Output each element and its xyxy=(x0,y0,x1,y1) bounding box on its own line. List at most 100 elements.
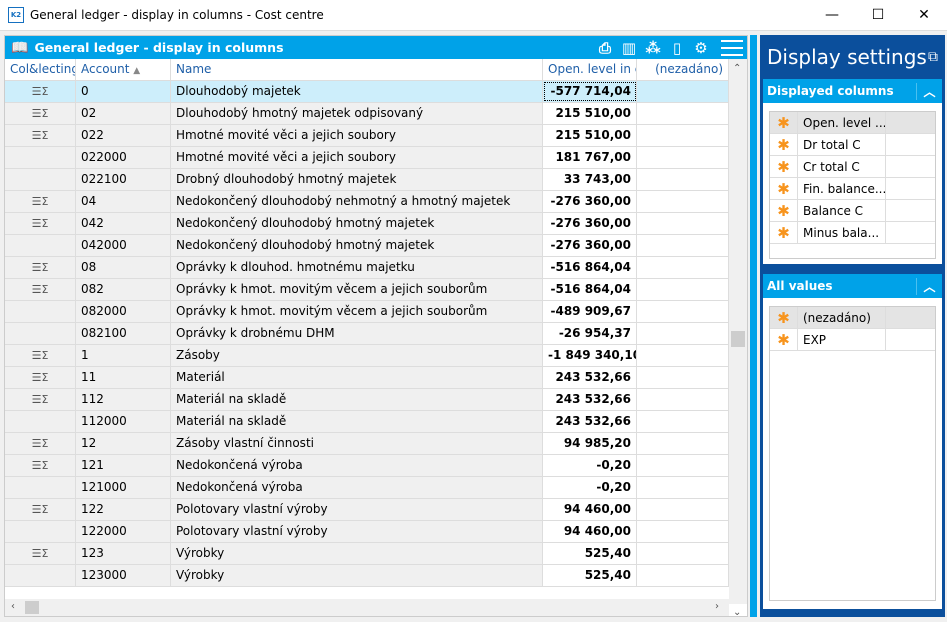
table-row[interactable]: ☰Σ 042 Nedokončený dlouhodobý hmotný maj… xyxy=(5,213,729,235)
group-sum-icon: ☰Σ xyxy=(31,85,49,98)
nezadano-cell xyxy=(637,169,729,190)
account-cell: 0 xyxy=(76,81,171,102)
col-nezadano[interactable]: (nezadáno) xyxy=(637,59,729,80)
scroll-thumb[interactable] xyxy=(731,331,745,347)
nezadano-cell xyxy=(637,257,729,278)
nezadano-cell xyxy=(637,565,729,586)
name-cell: Nedokončený dlouhodobý hmotný majetek xyxy=(171,235,543,256)
sort-asc-icon: ▲ xyxy=(133,66,141,76)
print-icon[interactable]: ⎙ xyxy=(598,38,611,57)
nezadano-cell xyxy=(637,433,729,454)
maximize-button[interactable]: ☐ xyxy=(871,7,885,23)
scroll-left-icon[interactable]: ‹ xyxy=(11,601,15,612)
minimize-button[interactable]: — xyxy=(825,7,839,23)
open-level-cell: -0,20 xyxy=(543,455,637,476)
table-row[interactable]: ☰Σ 12 Zásoby vlastní činnosti 94 985,20 xyxy=(5,433,729,455)
group-sum-icon: ☰Σ xyxy=(31,129,49,142)
scroll-down-icon[interactable]: ⌄ xyxy=(733,607,742,618)
account-cell: 042 xyxy=(76,213,171,234)
list-item[interactable]: ✱ EXP xyxy=(770,329,935,351)
close-button[interactable]: ✕ xyxy=(918,7,930,23)
open-level-cell: 33 743,00 xyxy=(543,169,637,190)
account-cell: 042000 xyxy=(76,235,171,256)
vertical-scrollbar[interactable]: ⌃ ⌄ xyxy=(729,59,747,618)
table-row[interactable]: ☰Σ 1 Zásoby -1 849 340,10 xyxy=(5,345,729,367)
all-values-list: ✱ (nezadáno) ✱ EXP xyxy=(769,306,936,601)
account-cell: 11 xyxy=(76,367,171,388)
name-cell: Nedokončená výroba xyxy=(171,477,543,498)
hscroll-thumb[interactable] xyxy=(25,601,39,614)
table-row[interactable]: 042000 Nedokončený dlouhodobý hmotný maj… xyxy=(5,235,729,257)
col-collecting[interactable]: Col&lecting xyxy=(5,59,76,80)
popout-icon[interactable]: ⧉ xyxy=(928,49,938,65)
collapse-icon[interactable]: ︿ xyxy=(916,277,942,295)
collecting-cell: ☰Σ xyxy=(5,257,76,278)
account-cell: 02 xyxy=(76,103,171,124)
table-row[interactable]: 082100 Oprávky k drobnému DHM -26 954,37 xyxy=(5,323,729,345)
panel-splitter[interactable] xyxy=(750,35,757,617)
table-row[interactable]: ☰Σ 022 Hmotné movité věci a jejich soubo… xyxy=(5,125,729,147)
account-cell: 08 xyxy=(76,257,171,278)
chart-icon[interactable]: ▥ xyxy=(621,38,637,57)
list-item[interactable]: ✱ Fin. balance... xyxy=(770,178,935,200)
name-cell: Materiál na skladě xyxy=(171,389,543,410)
book-icon: 📖 xyxy=(11,39,29,56)
table-row[interactable]: ☰Σ 08 Oprávky k dlouhod. hmotnému majetk… xyxy=(5,257,729,279)
table-row[interactable]: 122000 Polotovary vlastní výroby 94 460,… xyxy=(5,521,729,543)
table-row[interactable]: ☰Σ 02 Dlouhodobý hmotný majetek odpisova… xyxy=(5,103,729,125)
nezadano-cell xyxy=(637,235,729,256)
table-row[interactable]: 112000 Materiál na skladě 243 532,66 xyxy=(5,411,729,433)
asterisk-icon: ✱ xyxy=(770,178,798,199)
open-level-cell: 94 985,20 xyxy=(543,433,637,454)
nezadano-cell xyxy=(637,543,729,564)
horizontal-scrollbar[interactable]: ‹ › xyxy=(5,599,729,616)
menu-icon[interactable] xyxy=(721,39,743,56)
table-row[interactable]: ☰Σ 121 Nedokončená výroba -0,20 xyxy=(5,455,729,477)
list-item[interactable]: ✱ Balance C xyxy=(770,200,935,222)
table-row[interactable]: ☰Σ 0 Dlouhodobý majetek -577 714,04 xyxy=(5,81,729,103)
table-row[interactable]: ☰Σ 04 Nedokončený dlouhodobý nehmotný a … xyxy=(5,191,729,213)
ledger-table: Col&lecting Account ▲ Name Open. level i… xyxy=(5,59,729,587)
open-level-cell: -0,20 xyxy=(543,477,637,498)
open-level-cell: 215 510,00 xyxy=(543,125,637,146)
table-row[interactable]: 022100 Drobný dlouhodobý hmotný majetek … xyxy=(5,169,729,191)
list-item[interactable]: ✱ Cr total C xyxy=(770,156,935,178)
open-level-cell: -516 864,04 xyxy=(543,257,637,278)
table-row[interactable]: 123000 Výrobky 525,40 xyxy=(5,565,729,587)
nezadano-cell xyxy=(637,323,729,344)
panel-title: General ledger - display in columns xyxy=(34,40,284,55)
list-item[interactable]: ✱ Dr total C xyxy=(770,134,935,156)
settings-title: Display settings xyxy=(767,45,927,69)
table-row[interactable]: 082000 Oprávky k hmot. movitým věcem a j… xyxy=(5,301,729,323)
scroll-up-icon[interactable]: ⌃ xyxy=(733,63,742,74)
group-icon[interactable]: ⁂ xyxy=(645,38,661,57)
open-level-cell: -276 360,00 xyxy=(543,191,637,212)
col-name[interactable]: Name xyxy=(171,59,543,80)
asterisk-icon: ✱ xyxy=(770,134,798,155)
group-sum-icon: ☰Σ xyxy=(31,547,49,560)
group-sum-icon: ☰Σ xyxy=(31,437,49,450)
list-item[interactable]: ✱ Minus bala... xyxy=(770,222,935,244)
settings-icon[interactable]: ⚙ xyxy=(694,38,708,57)
list-item[interactable]: ✱ (nezadáno) xyxy=(770,307,935,329)
table-row[interactable]: ☰Σ 082 Oprávky k hmot. movitým věcem a j… xyxy=(5,279,729,301)
ledger-panel: 📖 General ledger - display in columns ⎙ … xyxy=(4,35,748,618)
name-cell: Materiál na skladě xyxy=(171,411,543,432)
nezadano-cell xyxy=(637,103,729,124)
account-cell: 04 xyxy=(76,191,171,212)
col-account[interactable]: Account ▲ xyxy=(76,59,171,80)
name-cell: Dlouhodobý hmotný majetek odpisovaný xyxy=(171,103,543,124)
table-row[interactable]: ☰Σ 112 Materiál na skladě 243 532,66 xyxy=(5,389,729,411)
table-row[interactable]: ☰Σ 123 Výrobky 525,40 xyxy=(5,543,729,565)
col-account-label: Account xyxy=(81,62,130,76)
group-sum-icon: ☰Σ xyxy=(31,393,49,406)
scroll-right-icon[interactable]: › xyxy=(715,601,719,612)
collapse-icon[interactable]: ︿ xyxy=(916,82,942,100)
table-row[interactable]: ☰Σ 122 Polotovary vlastní výroby 94 460,… xyxy=(5,499,729,521)
col-open-level[interactable]: Open. level in cu xyxy=(543,59,637,80)
list-item[interactable]: ✱ Open. level ... xyxy=(770,112,935,134)
table-row[interactable]: ☰Σ 11 Materiál 243 532,66 xyxy=(5,367,729,389)
columns-icon[interactable]: ▯ xyxy=(672,38,682,57)
table-row[interactable]: 121000 Nedokončená výroba -0,20 xyxy=(5,477,729,499)
table-row[interactable]: 022000 Hmotné movité věci a jejich soubo… xyxy=(5,147,729,169)
